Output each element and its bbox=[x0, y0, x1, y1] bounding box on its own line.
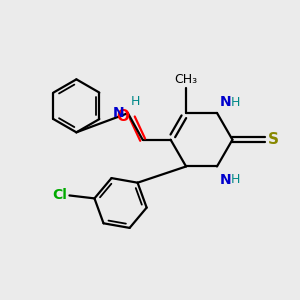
Text: N: N bbox=[219, 95, 231, 110]
Text: H: H bbox=[231, 96, 241, 110]
Text: H: H bbox=[231, 173, 241, 186]
Text: S: S bbox=[268, 132, 279, 147]
Text: CH₃: CH₃ bbox=[175, 73, 198, 85]
Text: Cl: Cl bbox=[52, 188, 67, 202]
Text: N: N bbox=[113, 106, 124, 120]
Text: N: N bbox=[219, 173, 231, 187]
Text: O: O bbox=[116, 109, 129, 124]
Text: H: H bbox=[131, 95, 140, 108]
